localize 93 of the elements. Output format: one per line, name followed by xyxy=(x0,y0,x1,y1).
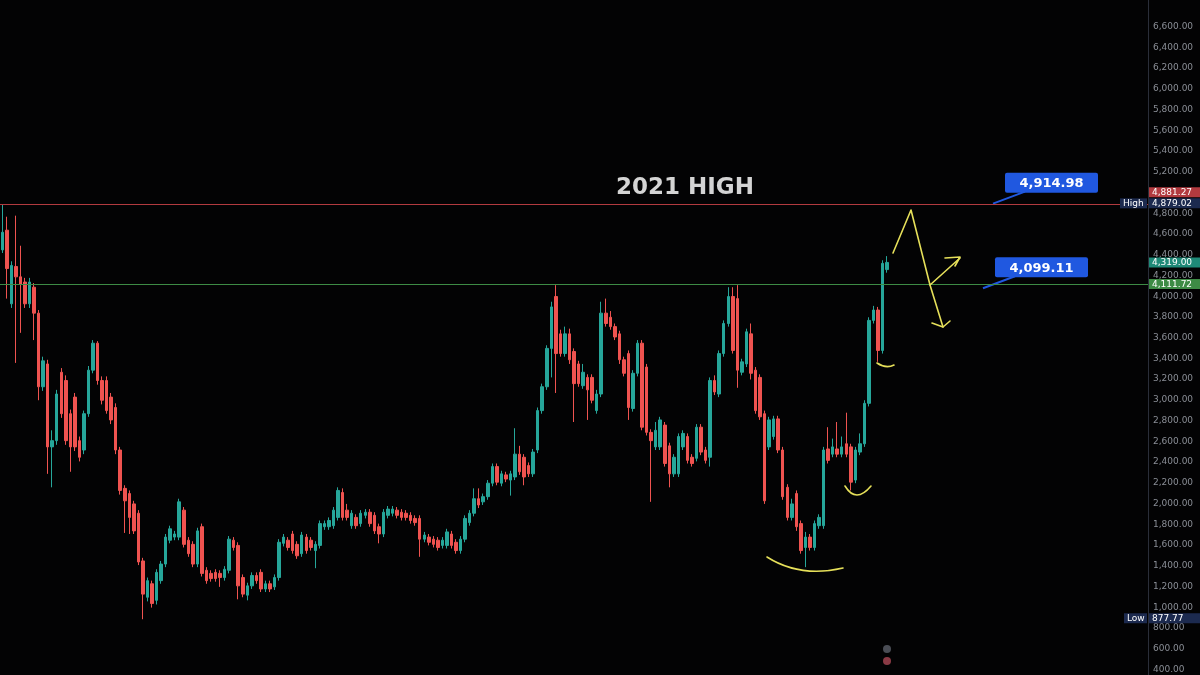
candlestick xyxy=(876,306,880,363)
y-tick-label: 5,400.00 xyxy=(1153,145,1194,156)
candlestick xyxy=(436,536,440,552)
y-tick-label: 3,800.00 xyxy=(1153,311,1194,322)
candlestick xyxy=(264,580,267,593)
y-tick-label: 4,000.00 xyxy=(1153,290,1194,301)
candlestick xyxy=(5,216,9,300)
y-tick-label: 5,800.00 xyxy=(1153,103,1194,114)
y-tick-label: 4,800.00 xyxy=(1153,207,1194,218)
candlestick xyxy=(395,506,399,519)
candlestick xyxy=(835,421,839,458)
candlestick xyxy=(309,536,313,552)
candlestick xyxy=(708,376,712,468)
candlestick xyxy=(209,569,213,583)
y-tick-label: 3,400.00 xyxy=(1153,352,1194,363)
candlestick xyxy=(300,531,303,558)
candlestick xyxy=(727,286,730,328)
candlestick xyxy=(354,513,358,530)
annotation: 4,099.11 xyxy=(1009,259,1074,275)
y-tick-label: 600.00 xyxy=(1153,643,1185,654)
candlestick xyxy=(786,483,789,522)
candlestick xyxy=(804,531,807,568)
annotation: 4,914.98 xyxy=(1019,175,1084,191)
ref-line-label: 4,881.27 xyxy=(1152,187,1193,198)
y-tick-label: 6,200.00 xyxy=(1153,62,1194,73)
y-tick-label: 1,800.00 xyxy=(1153,518,1194,529)
y-tick-label: 6,400.00 xyxy=(1153,41,1194,52)
candlestick xyxy=(196,527,199,568)
y-tick-label: 2,000.00 xyxy=(1153,497,1194,508)
candlestick xyxy=(840,436,843,458)
y-tick-label: 400.00 xyxy=(1153,663,1185,674)
y-tick-label: 1,000.00 xyxy=(1153,601,1194,612)
y-tick-label: 6,000.00 xyxy=(1153,83,1194,94)
candlestick xyxy=(581,363,585,390)
ref-line-label: 4,111.72 xyxy=(1152,278,1193,289)
candlestick xyxy=(477,487,480,509)
candlestick xyxy=(268,580,272,593)
y-tick-label: 2,600.00 xyxy=(1153,435,1194,446)
candlestick xyxy=(427,533,431,546)
candlestick xyxy=(10,260,13,309)
y-tick-label: 4,200.00 xyxy=(1153,269,1194,280)
y-tick-label: 3,600.00 xyxy=(1153,331,1194,342)
candlestick xyxy=(767,416,771,451)
candlestick xyxy=(146,577,149,602)
candlestick xyxy=(495,462,499,486)
candlestick xyxy=(640,339,644,431)
text: 877.77 xyxy=(1152,613,1184,624)
candlestick xyxy=(41,356,45,392)
candlestick xyxy=(554,284,558,394)
candlestick xyxy=(46,359,49,475)
y-tick-label: 3,200.00 xyxy=(1153,373,1194,384)
y-tick-label: 1,600.00 xyxy=(1153,539,1194,550)
candlestick xyxy=(658,416,662,451)
candlestick xyxy=(423,531,426,543)
candlestick xyxy=(359,509,362,528)
y-tick-label: 3,000.00 xyxy=(1153,394,1194,405)
candlestick xyxy=(445,528,449,549)
y-tick-label: 800.00 xyxy=(1153,622,1185,633)
candlestick xyxy=(177,498,181,541)
candlestick xyxy=(695,423,698,462)
annotation: 2021 HIGH xyxy=(616,173,754,199)
y-tick-label: 6,600.00 xyxy=(1153,20,1194,31)
candlestick xyxy=(831,438,834,458)
candlestick xyxy=(218,569,222,588)
candlestick xyxy=(500,470,503,487)
candlestick xyxy=(1,203,4,254)
y-tick-label: 5,200.00 xyxy=(1153,166,1194,177)
annotation: High xyxy=(1123,198,1144,209)
candlestick xyxy=(790,498,794,522)
y-tick-label: 4,600.00 xyxy=(1153,228,1194,239)
y-tick-label: 2,200.00 xyxy=(1153,477,1194,488)
annotation: Low xyxy=(1127,613,1145,624)
candlestick xyxy=(14,215,18,364)
candlestick xyxy=(404,509,408,522)
y-tick-label: 2,800.00 xyxy=(1153,414,1194,425)
candlestick xyxy=(713,374,716,396)
candlestick xyxy=(563,326,567,358)
candlestick xyxy=(28,277,31,309)
candlestick xyxy=(531,448,535,478)
candlestick xyxy=(364,508,367,519)
candlestick xyxy=(826,426,830,464)
candlestick xyxy=(604,298,608,328)
text: 4,879.02 xyxy=(1152,198,1193,209)
candlestick xyxy=(259,568,263,593)
candlestick xyxy=(191,540,195,568)
y-tick-label: 2,400.00 xyxy=(1153,456,1194,467)
candlestick xyxy=(150,580,154,609)
y-tick-label: 1,400.00 xyxy=(1153,560,1194,571)
candlestick xyxy=(504,471,508,483)
y-tick-label: 1,200.00 xyxy=(1153,580,1194,591)
candlestick xyxy=(808,533,812,552)
y-tick-label: 5,600.00 xyxy=(1153,124,1194,135)
candlestick xyxy=(350,509,353,530)
